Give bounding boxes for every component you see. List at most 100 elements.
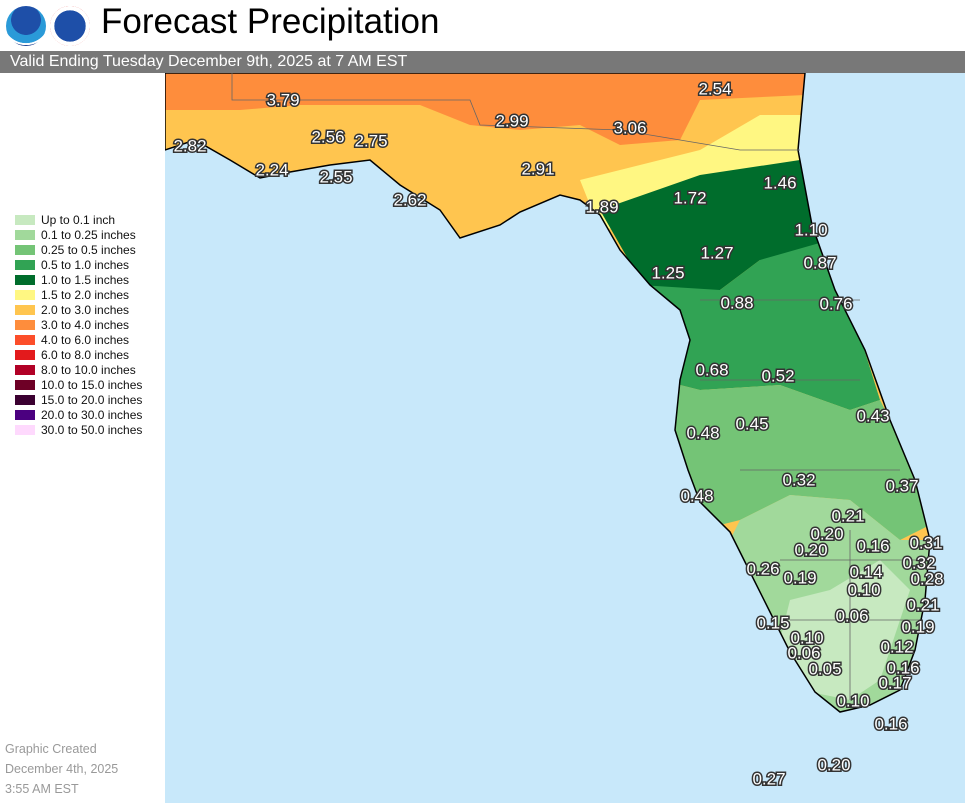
precip-value-label: 3.79 — [266, 90, 299, 109]
legend-swatch — [15, 214, 35, 225]
precip-value-label: 0.16 — [856, 536, 889, 555]
graphic-created: Graphic Created December 4th, 2025 3:55 … — [5, 739, 118, 799]
legend-item: 15.0 to 20.0 inches — [15, 392, 142, 407]
precip-value-label: 0.45 — [735, 414, 768, 433]
precipitation-map: 3.79 2.54 2.82 2.99 3.06 2.56 2.75 2.24 2.55 2.91… — [165, 73, 965, 803]
legend-label: 1.5 to 2.0 inches — [41, 287, 130, 302]
precip-value-label: 2.75 — [354, 131, 387, 150]
precip-value-label: 0.20 — [810, 524, 843, 543]
precip-value-label: 0.28 — [910, 569, 943, 588]
precip-value-label: 0.21 — [906, 595, 939, 614]
precip-value-label: 0.05 — [808, 659, 841, 678]
precip-value-label: 0.88 — [720, 293, 753, 312]
precip-value-label: 0.14 — [849, 562, 882, 581]
legend-swatch — [15, 394, 35, 405]
legend-swatch — [15, 259, 35, 270]
precip-value-label: 3.06 — [613, 118, 646, 137]
precip-value-label: 0.17 — [878, 673, 911, 692]
precip-value-label: 0.26 — [746, 559, 779, 578]
noaa-logo — [6, 6, 46, 46]
legend-label: 30.0 to 50.0 inches — [41, 422, 143, 437]
legend-label: 0.5 to 1.0 inches — [41, 257, 130, 272]
legend-label: 0.25 to 0.5 inches — [41, 242, 136, 257]
legend-item: 3.0 to 4.0 inches — [15, 317, 142, 332]
precip-value-label: 0.19 — [783, 568, 816, 587]
precip-value-label: 2.54 — [698, 79, 731, 98]
legend-label: 3.0 to 4.0 inches — [41, 317, 130, 332]
precip-value-label: 2.62 — [393, 190, 426, 209]
legend-item: 1.0 to 1.5 inches — [15, 272, 142, 287]
precip-value-label: 2.91 — [521, 159, 554, 178]
precip-value-label: 0.43 — [856, 406, 889, 425]
legend-item: 2.0 to 3.0 inches — [15, 302, 142, 317]
created-time: 3:55 AM EST — [5, 782, 79, 796]
legend-swatch — [15, 289, 35, 300]
legend-label: 4.0 to 6.0 inches — [41, 332, 130, 347]
precip-value-label: 0.20 — [794, 540, 827, 559]
legend-label: 10.0 to 15.0 inches — [41, 377, 143, 392]
legend-item: Up to 0.1 inch — [15, 212, 142, 227]
precip-value-label: 1.89 — [585, 197, 618, 216]
created-date: December 4th, 2025 — [5, 762, 119, 776]
nws-logo — [50, 6, 90, 46]
precip-value-label: 0.68 — [695, 360, 728, 379]
precip-value-label: 2.24 — [255, 160, 288, 179]
precip-value-label: 0.06 — [787, 643, 820, 662]
legend-item: 20.0 to 30.0 inches — [15, 407, 142, 422]
legend-label: 20.0 to 30.0 inches — [41, 407, 143, 422]
legend-label: 8.0 to 10.0 inches — [41, 362, 136, 377]
precip-value-label: 0.10 — [836, 691, 869, 710]
precip-value-label: 0.20 — [817, 755, 850, 774]
legend-item: 1.5 to 2.0 inches — [15, 287, 142, 302]
page-title: Forecast Precipitation — [101, 2, 440, 41]
valid-time-bar: Valid Ending Tuesday December 9th, 2025 … — [0, 51, 965, 73]
precip-value-label: 2.55 — [319, 167, 352, 186]
legend-label: 2.0 to 3.0 inches — [41, 302, 130, 317]
precip-value-label: 2.56 — [311, 127, 344, 146]
created-label: Graphic Created — [5, 742, 97, 756]
precip-value-label: 0.15 — [756, 613, 789, 632]
legend-label: 6.0 to 8.0 inches — [41, 347, 130, 362]
legend-item: 30.0 to 50.0 inches — [15, 422, 142, 437]
legend-label: 1.0 to 1.5 inches — [41, 272, 130, 287]
legend-swatch — [15, 319, 35, 330]
legend-label: 15.0 to 20.0 inches — [41, 392, 143, 407]
legend-swatch — [15, 274, 35, 285]
legend-label: 0.1 to 0.25 inches — [41, 227, 136, 242]
precip-value-label: 0.52 — [761, 366, 794, 385]
legend-swatch — [15, 304, 35, 315]
legend-swatch — [15, 244, 35, 255]
precip-value-label: 2.82 — [173, 136, 206, 155]
precip-value-label: 1.25 — [651, 263, 684, 282]
legend-item: 8.0 to 10.0 inches — [15, 362, 142, 377]
precip-value-label: 0.21 — [831, 506, 864, 525]
legend-swatch — [15, 229, 35, 240]
precip-value-label: 1.72 — [673, 188, 706, 207]
legend-item: 4.0 to 6.0 inches — [15, 332, 142, 347]
precip-value-label: 0.16 — [874, 714, 907, 733]
precip-value-label: 0.10 — [790, 628, 823, 647]
legend-swatch — [15, 349, 35, 360]
precip-value-label: 0.06 — [835, 606, 868, 625]
precip-value-label: 0.87 — [803, 253, 836, 272]
legend: Up to 0.1 inch 0.1 to 0.25 inches 0.25 to … — [15, 212, 142, 437]
legend-swatch — [15, 424, 35, 435]
precip-value-label: 0.32 — [782, 470, 815, 489]
legend-swatch — [15, 409, 35, 420]
legend-item: 10.0 to 15.0 inches — [15, 377, 142, 392]
legend-item: 6.0 to 8.0 inches — [15, 347, 142, 362]
legend-label: Up to 0.1 inch — [41, 212, 116, 227]
precip-value-label: 0.19 — [901, 617, 934, 636]
precip-value-label: 0.12 — [880, 637, 913, 656]
legend-item: 0.5 to 1.0 inches — [15, 257, 142, 272]
legend-swatch — [15, 379, 35, 390]
logos — [6, 6, 90, 46]
precip-value-label: 0.27 — [752, 769, 785, 788]
precip-value-label: 0.76 — [819, 294, 852, 313]
precip-value-label: 0.32 — [902, 553, 935, 572]
precip-value-label: 1.27 — [700, 243, 733, 262]
value-labels: 3.79 2.54 2.82 2.99 3.06 2.56 2.75 2.24 2.55 2.91… — [172, 78, 945, 790]
precip-value-label: 1.10 — [794, 220, 827, 239]
precip-value-label: 0.48 — [680, 486, 713, 505]
precip-value-label: 0.10 — [847, 580, 880, 599]
